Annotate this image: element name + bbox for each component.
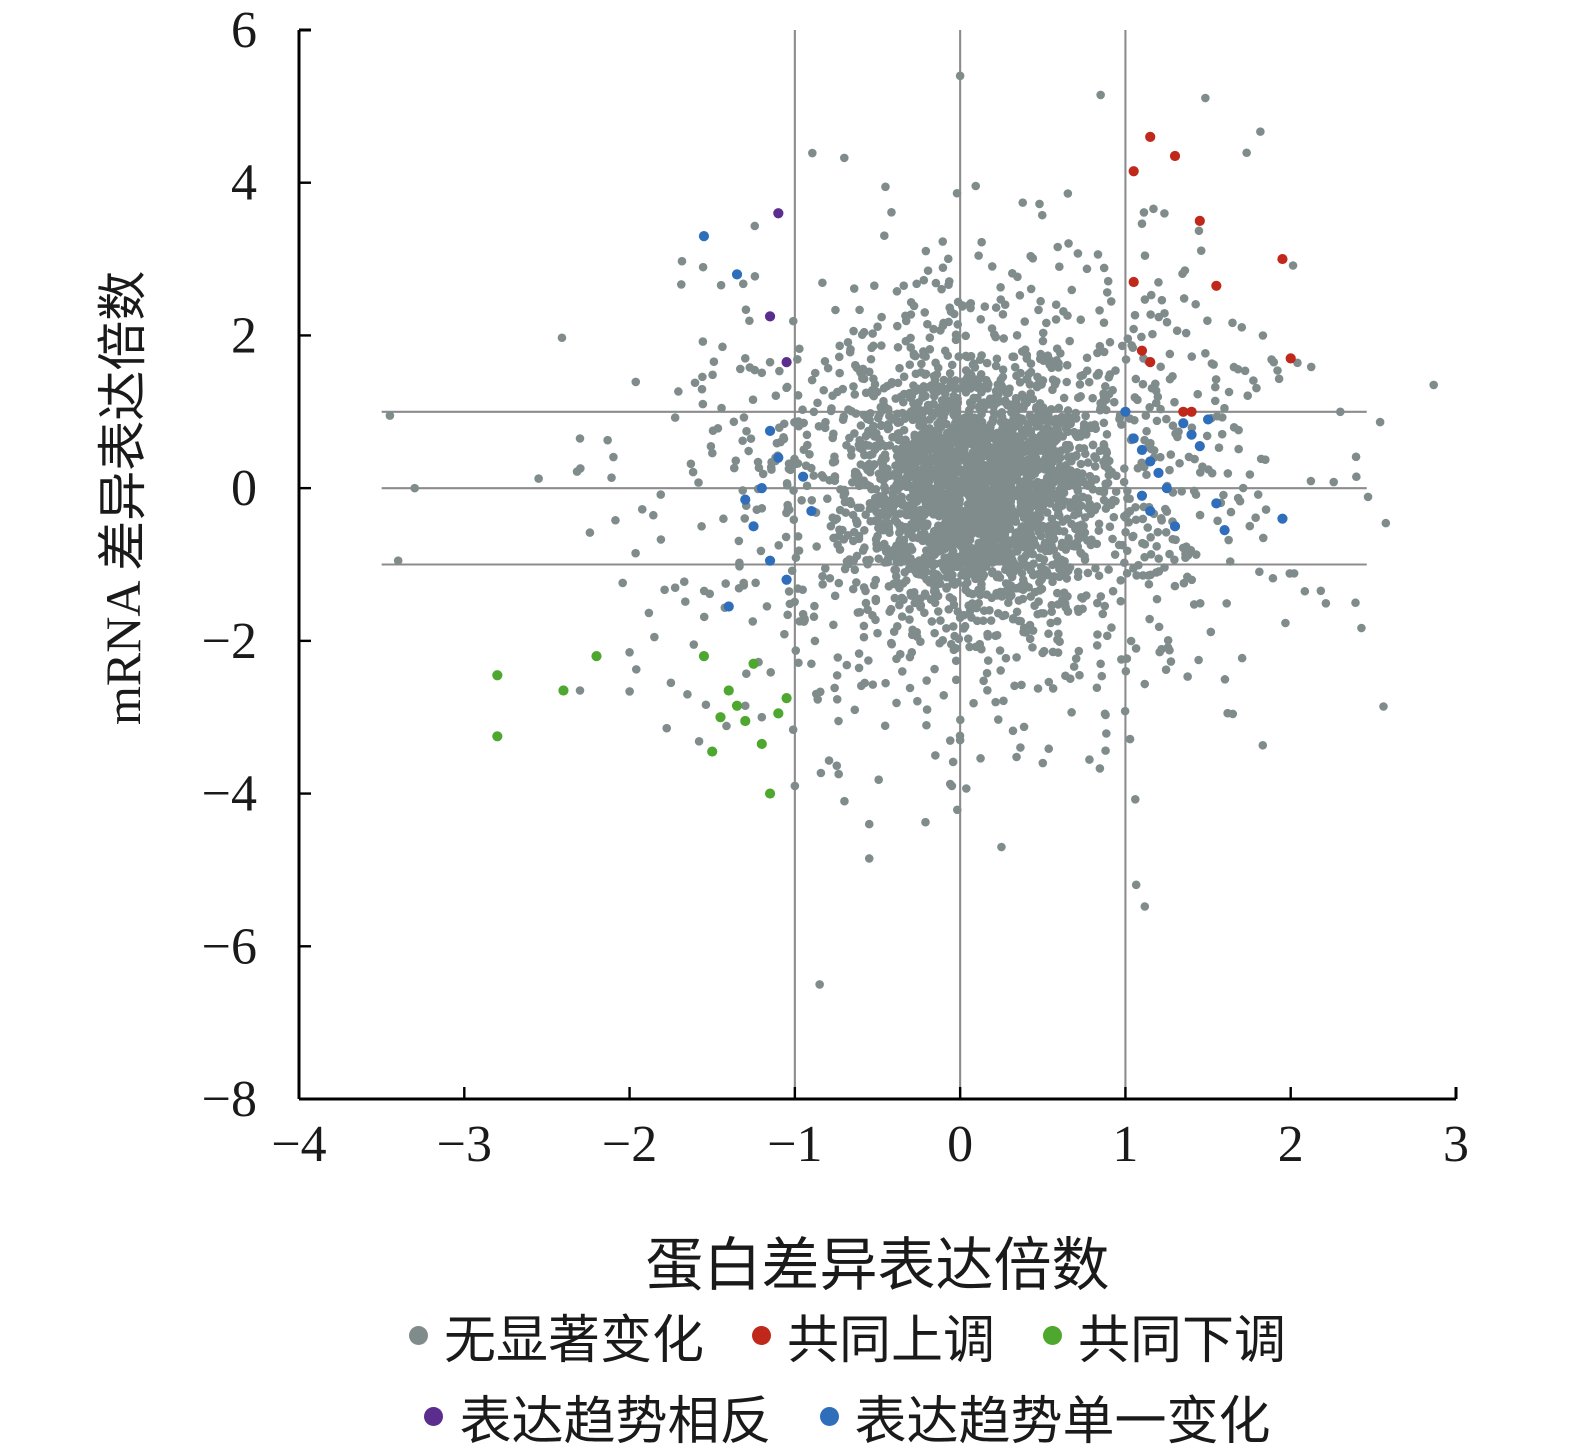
svg-text:−4: −4 xyxy=(271,1116,326,1173)
svg-text:−6: −6 xyxy=(202,918,257,975)
svg-text:−4: −4 xyxy=(202,766,257,823)
svg-text:2: 2 xyxy=(1278,1116,1304,1173)
svg-text:4: 4 xyxy=(231,155,257,212)
svg-text:6: 6 xyxy=(231,2,257,59)
svg-text:3: 3 xyxy=(1443,1116,1469,1173)
svg-text:0: 0 xyxy=(947,1116,973,1173)
svg-text:−3: −3 xyxy=(437,1116,492,1173)
svg-text:2: 2 xyxy=(231,307,257,364)
svg-text:0: 0 xyxy=(231,460,257,517)
svg-text:−2: −2 xyxy=(602,1116,657,1173)
svg-text:1: 1 xyxy=(1112,1116,1138,1173)
svg-text:−1: −1 xyxy=(767,1116,822,1173)
svg-text:−2: −2 xyxy=(202,613,257,670)
svg-text:−8: −8 xyxy=(202,1071,257,1128)
